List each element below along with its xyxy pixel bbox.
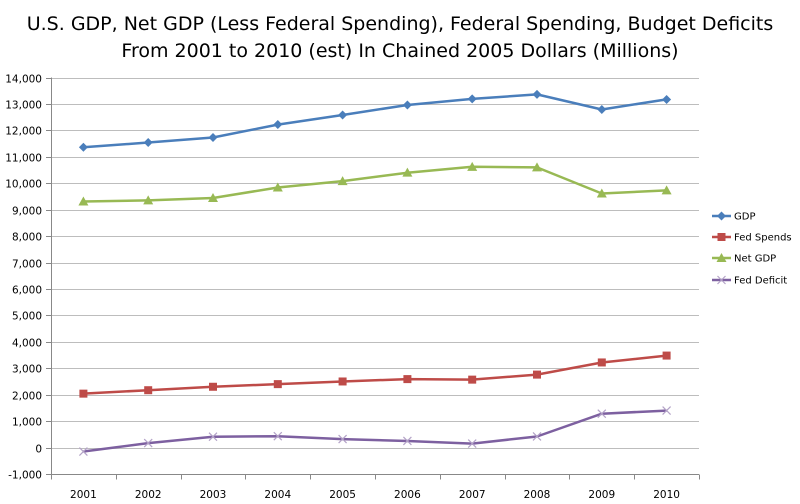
data-point-gdp	[273, 120, 283, 130]
x-tick-label: 2006	[394, 489, 421, 501]
data-point-fed-spends	[403, 375, 412, 384]
y-tick-label: 2,000	[12, 391, 42, 403]
data-point-net-gdp	[143, 195, 154, 205]
data-point-gdp	[597, 104, 607, 114]
data-point-gdp	[338, 110, 348, 120]
legend-label: Fed Spends	[734, 233, 792, 244]
data-point-fed-spends	[662, 351, 671, 360]
series-line-gdp	[83, 93, 667, 149]
x-tick-label: 2001	[70, 489, 97, 501]
y-tick-label: 0	[35, 444, 42, 456]
data-point-fed-spends	[209, 382, 217, 391]
data-point-gdp	[662, 94, 672, 104]
legend-marker-fed-deficit	[717, 275, 726, 285]
y-tick-label: 9,000	[12, 206, 42, 218]
legend-marker-net-gdp	[716, 253, 727, 262]
y-axis: -1,000 0 1,000 2,000 3,000 4,000 5,000 6,000 7,0…	[5, 74, 52, 482]
data-point-fed-deficit	[402, 436, 412, 446]
x-tick-label: 2008	[524, 489, 551, 501]
series-line-net-gdp	[83, 165, 667, 203]
gridlines	[51, 78, 699, 449]
y-tick-label: 4,000	[12, 338, 42, 350]
series-gdp	[78, 89, 672, 152]
chart-title-line-2: From 2001 to 2010 (est) In Chained 2005 …	[121, 40, 678, 62]
x-tick-label: 2004	[264, 489, 291, 501]
legend-item-gdp: GDP	[712, 211, 755, 223]
data-point-gdp	[78, 142, 88, 152]
x-tick-label: 2003	[200, 489, 227, 501]
data-point-fed-spends	[533, 370, 541, 379]
series-net-gdp	[78, 161, 672, 206]
y-tick-label: 12,000	[5, 126, 42, 138]
data-point-net-gdp	[272, 182, 283, 192]
data-point-fed-deficit	[338, 434, 348, 444]
legend-marker-gdp	[717, 211, 726, 221]
series-fed-spends	[79, 351, 671, 398]
data-point-fed-spends	[79, 389, 88, 398]
legend: GDP Fed Spends Net GDP Fed Deficit	[712, 211, 792, 287]
data-point-gdp	[467, 94, 477, 104]
data-point-gdp	[143, 138, 153, 148]
data-point-fed-deficit	[208, 432, 218, 442]
y-tick-label: 8,000	[12, 232, 42, 244]
legend-item-fed-deficit: Fed Deficit	[712, 276, 787, 287]
legend-label: Fed Deficit	[734, 276, 787, 287]
y-tick-label: 13,000	[5, 100, 42, 112]
data-point-fed-deficit	[532, 432, 542, 441]
y-tick-label: 3,000	[12, 364, 42, 376]
x-tick-label: 2009	[588, 489, 615, 501]
data-point-fed-deficit	[662, 406, 672, 415]
y-tick-label: 1,000	[12, 417, 42, 429]
data-point-fed-deficit	[597, 409, 607, 419]
data-point-net-gdp	[402, 167, 413, 177]
y-tick-label: 14,000	[5, 74, 42, 86]
y-tick-label: -1,000	[8, 470, 42, 482]
chart-title: U.S. GDP, Net GDP (Less Federal Spending…	[27, 13, 774, 62]
data-point-fed-deficit	[467, 439, 477, 449]
legend-item-net-gdp: Net GDP	[712, 253, 776, 265]
data-point-net-gdp	[661, 185, 672, 195]
data-point-fed-deficit	[273, 431, 283, 441]
legend-label: Net GDP	[734, 254, 776, 265]
data-point-fed-spends	[468, 375, 477, 384]
data-point-gdp	[402, 100, 412, 110]
data-point-gdp	[208, 133, 218, 143]
data-point-net-gdp	[78, 196, 89, 206]
data-point-fed-spends	[338, 377, 347, 386]
y-tick-label: 10,000	[5, 179, 42, 191]
series-line-fed-spends	[83, 354, 667, 395]
legend-item-fed-spends: Fed Spends	[712, 233, 792, 244]
data-point-net-gdp	[337, 176, 348, 186]
series-fed-deficit	[78, 406, 672, 456]
data-point-gdp	[532, 89, 542, 99]
x-tick-label: 2010	[653, 489, 680, 501]
legend-label: GDP	[734, 212, 755, 223]
x-tick-label: 2005	[329, 489, 356, 501]
data-point-net-gdp	[208, 193, 218, 203]
legend-marker-fed-spends	[717, 233, 726, 241]
y-tick-label: 7,000	[12, 259, 42, 271]
data-point-fed-spends	[144, 386, 153, 395]
data-point-net-gdp	[532, 162, 542, 172]
data-point-fed-spends	[273, 380, 282, 389]
data-point-fed-deficit	[78, 447, 88, 456]
x-axis: 2001 2002 2003 2004 2005 2006 2007 2008 2009 2010	[51, 474, 700, 501]
data-point-net-gdp	[596, 188, 607, 198]
data-point-net-gdp	[467, 161, 478, 171]
y-tick-label: 6,000	[12, 285, 42, 297]
series-line-fed-deficit	[83, 409, 667, 453]
x-tick-label: 2007	[459, 489, 486, 501]
y-tick-label: 11,000	[5, 153, 42, 165]
data-point-fed-spends	[597, 358, 606, 367]
chart-title-line-1: U.S. GDP, Net GDP (Less Federal Spending…	[27, 13, 774, 35]
y-tick-label: 5,000	[12, 311, 42, 323]
series-layer	[78, 89, 672, 456]
x-tick-label: 2002	[135, 489, 162, 501]
data-point-fed-deficit	[143, 438, 153, 448]
